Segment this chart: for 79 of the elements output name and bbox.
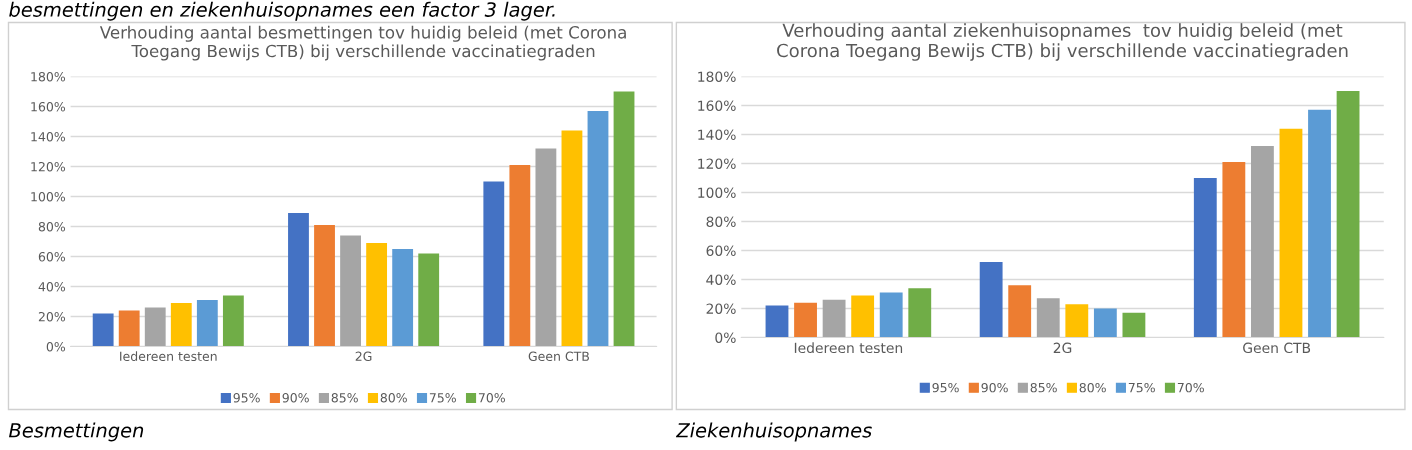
y-tick-label: 20% [38,311,66,322]
bar [1036,298,1060,338]
bar [1222,162,1246,338]
bar [879,292,903,338]
bar [222,295,244,347]
legend-label: 75% [429,393,456,403]
legend-label: 75% [1128,382,1155,393]
y-tick-label: 60% [706,245,736,256]
y-tick-label: 140% [698,129,736,140]
bar [1250,146,1274,338]
bar [1193,178,1217,338]
y-tick-label: 0% [46,341,66,352]
bar [118,310,140,347]
bar [851,295,875,338]
bar [765,305,789,338]
legend-label: 95% [932,382,959,393]
y-tick-label: 160% [698,100,736,111]
y-tick-label: 80% [706,216,736,227]
text: besmettingen en ziekenhuisopnames een factor 3 lager. [9,1,555,21]
bar [418,253,440,347]
y-tick-label: 160% [31,101,66,112]
x-tick-label: 2G [1053,342,1072,354]
bar [822,299,846,338]
legend-label: 70% [478,393,505,403]
x-tick-label: Iedereen testen [794,342,903,354]
bar [144,307,166,347]
bar [314,225,335,347]
legend-label: 90% [981,382,1008,393]
bar [92,313,114,347]
bar [1122,312,1146,338]
bar [509,165,531,347]
bar [979,262,1003,338]
y-tick-label: 120% [698,158,736,169]
x-tick-label: 2G [355,351,372,362]
y-tick-label: 180% [31,71,66,82]
bar [483,181,505,347]
y-tick-label: 180% [698,71,736,82]
y-tick-label: 120% [31,161,66,172]
chart-title: Verhouding aantal ziekenhuisopnames tov huidig beleid (met Corona Toegang Bewijs CTB) bij verschillende vaccinatiegraden [777,23,1348,61]
y-tick-label: 100% [698,187,736,198]
y-tick-label: 40% [706,274,736,285]
bar [288,213,309,347]
bar [1336,91,1360,338]
bar [392,249,414,347]
y-tick-label: 20% [706,303,736,314]
bar [1008,285,1032,338]
bar [340,235,361,347]
y-tick-label: 40% [38,281,66,292]
bar [1279,128,1303,338]
legend-label: 80% [380,393,407,403]
legend-label: 70% [1177,382,1204,393]
bar [1065,304,1089,338]
x-tick-label: Iedereen testen [120,351,217,362]
bar [1093,308,1117,338]
bar [561,130,583,347]
text: Besmettingen [8,422,144,442]
bar [613,91,635,347]
chart-title: Verhouding aantal besmettingen tov huidig beleid (met Corona Toegang Bewijs CTB) bij verschillende vaccinatiegraden [99,25,626,61]
bar [1308,109,1331,338]
bar [170,303,192,347]
legend-label: 95% [233,393,260,403]
y-tick-label: 140% [31,131,66,142]
bar [366,243,388,347]
bar [908,288,932,338]
y-tick-label: 100% [31,191,66,202]
y-tick-label: 80% [38,221,66,232]
text: Ziekenhuisopnames [675,422,872,442]
bar [196,300,218,347]
legend-label: 90% [282,393,309,403]
legend-label: 85% [1030,382,1057,393]
x-tick-label: Geen CTB [1243,342,1311,354]
legend-label: 85% [331,393,358,403]
y-tick-label: 0% [715,332,736,343]
legend-label: 80% [1079,382,1106,393]
bar [587,111,609,347]
bar [535,148,557,347]
y-tick-label: 60% [38,251,66,262]
bar [794,302,817,338]
x-tick-label: Geen CTB [528,351,589,362]
